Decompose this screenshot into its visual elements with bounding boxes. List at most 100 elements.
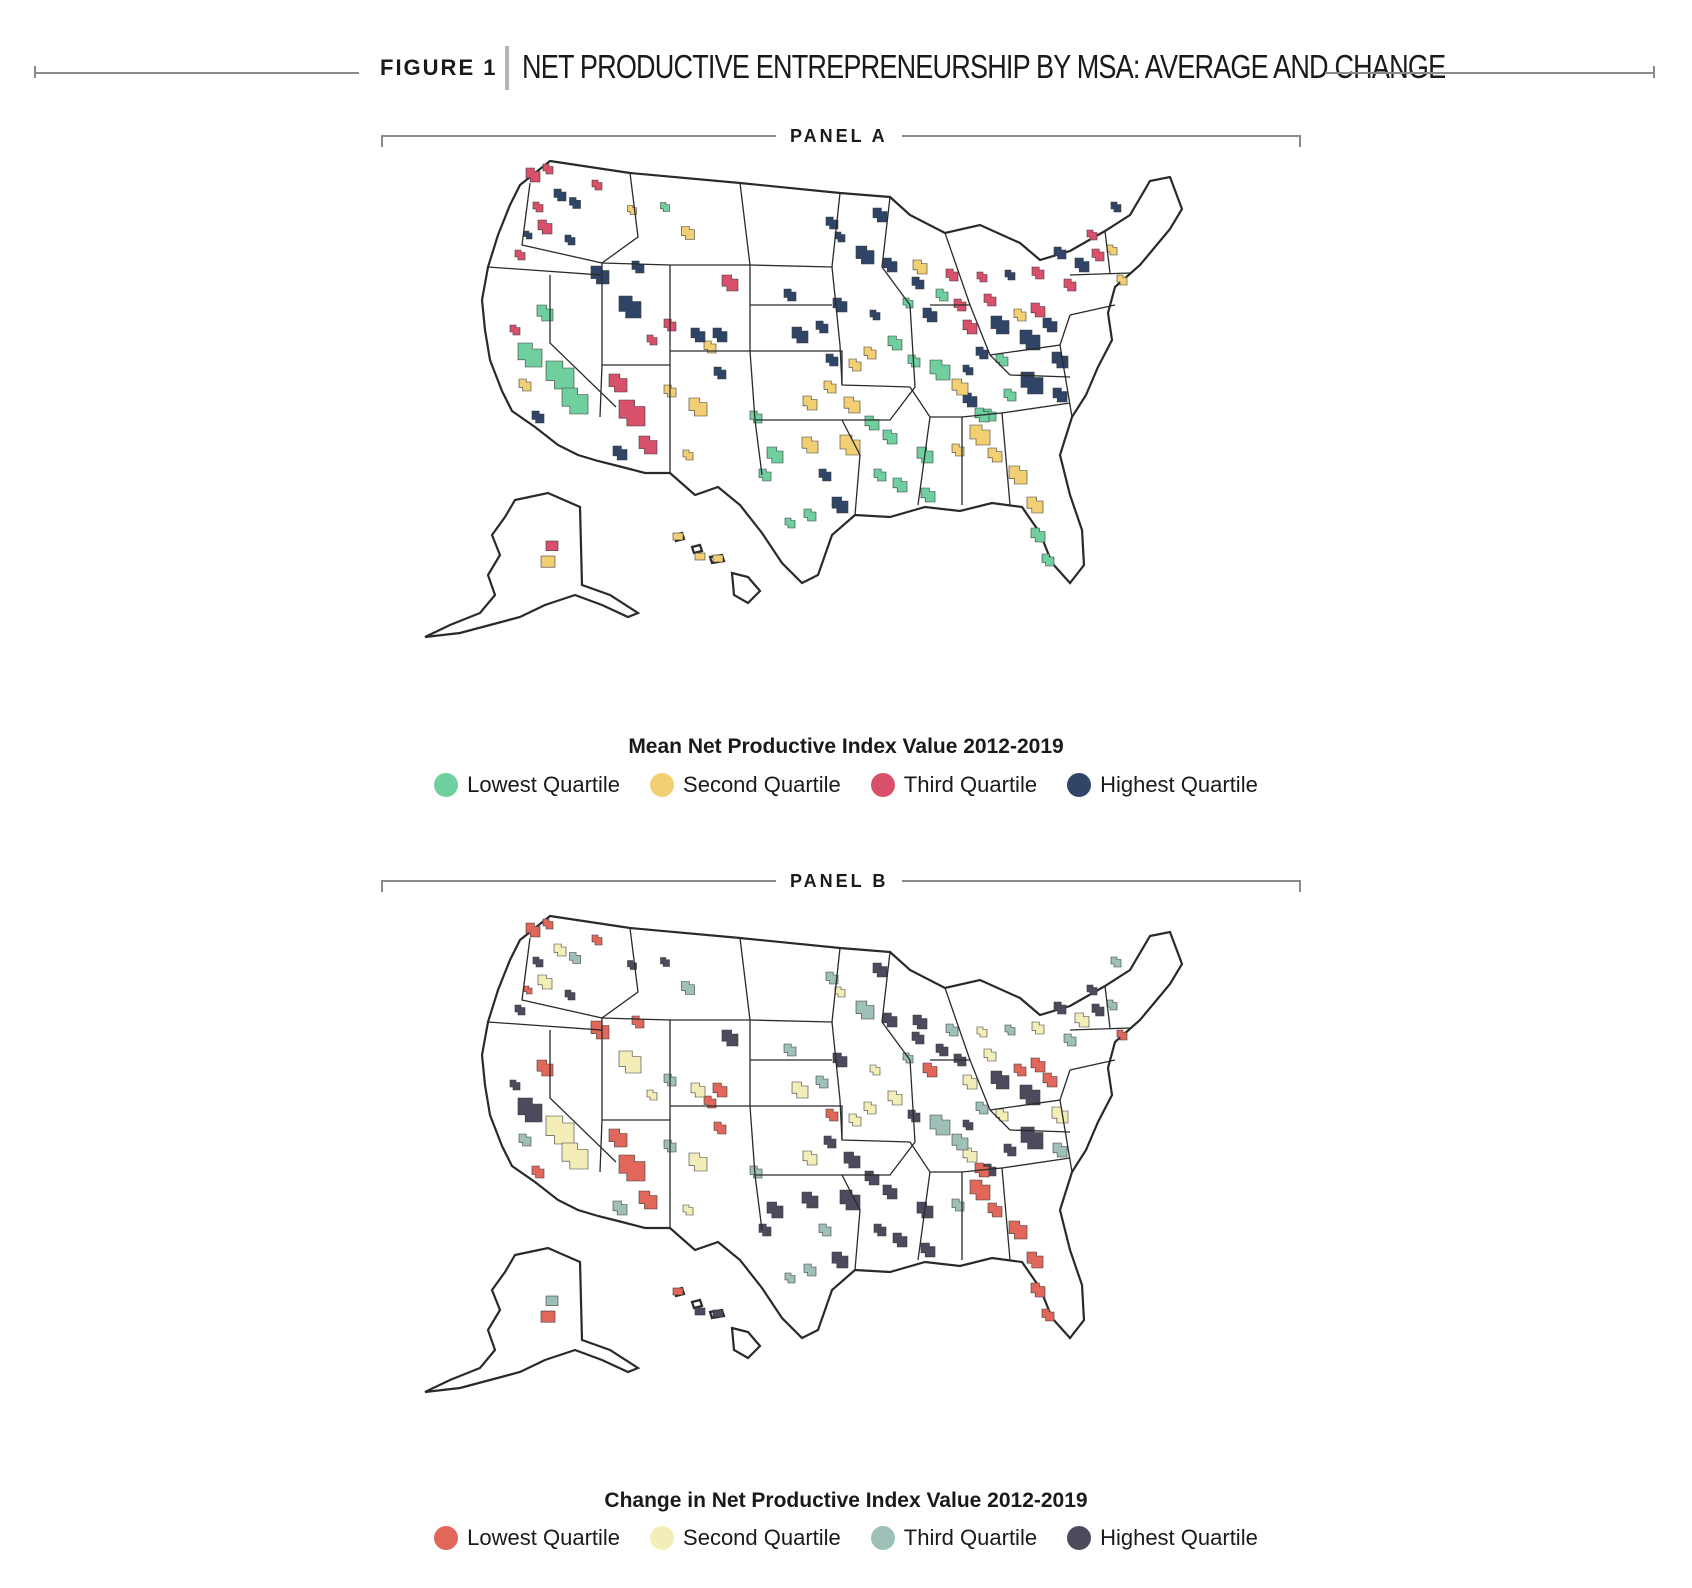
msa-region xyxy=(638,1190,658,1210)
legend-swatch xyxy=(650,1526,675,1550)
msa-region xyxy=(962,392,978,408)
msa-region xyxy=(802,395,818,411)
msa-region xyxy=(855,245,875,265)
msa-region xyxy=(682,1204,694,1216)
msa-region xyxy=(969,1179,991,1201)
msa-region xyxy=(1110,201,1122,213)
msa-region xyxy=(514,1004,526,1016)
state-border xyxy=(601,172,639,264)
msa-region xyxy=(1091,248,1105,262)
msa-region xyxy=(531,1165,545,1179)
msa-region xyxy=(823,1135,837,1149)
legend-label: Lowest Quartile xyxy=(467,772,621,797)
msa-region xyxy=(801,1191,819,1209)
msa-region xyxy=(712,327,728,343)
msa-region xyxy=(514,249,526,261)
msa-region xyxy=(922,307,938,323)
msa-region xyxy=(703,340,717,354)
msa-region xyxy=(783,288,797,302)
msa-region xyxy=(887,335,903,351)
legend-item-highest: Highest Quartile xyxy=(1067,1525,1258,1551)
msa-region xyxy=(638,435,658,455)
msa-region xyxy=(721,1029,739,1047)
msa-region xyxy=(569,952,581,964)
msa-region xyxy=(1026,1251,1044,1269)
state-border xyxy=(1069,304,1116,316)
state-border xyxy=(755,1174,861,1271)
msa-region xyxy=(1091,1003,1105,1017)
state-border xyxy=(1009,1129,1071,1133)
msa-region xyxy=(832,1052,848,1068)
msa-region xyxy=(869,1064,881,1076)
state-border xyxy=(670,264,751,352)
msa-region xyxy=(802,1150,818,1166)
msa-region xyxy=(892,477,908,493)
msa-region xyxy=(1116,1029,1128,1041)
legend-swatch xyxy=(650,773,675,797)
msa-region xyxy=(1053,246,1067,260)
msa-region xyxy=(912,259,928,275)
msa-region xyxy=(1026,496,1044,514)
msa-region xyxy=(672,1287,684,1296)
msa-region xyxy=(646,1089,658,1101)
legend-label: Second Quartile xyxy=(683,772,841,797)
msa-region xyxy=(532,956,544,968)
state-border xyxy=(739,937,751,1021)
msa-region xyxy=(815,1075,829,1089)
msa-region xyxy=(791,326,809,344)
msa-region xyxy=(1031,1021,1045,1035)
msa-region xyxy=(975,346,989,360)
msa-region xyxy=(682,449,694,461)
state-border xyxy=(842,304,916,421)
msa-region xyxy=(713,366,727,380)
legend-label: Second Quartile xyxy=(683,1525,841,1550)
msa-region xyxy=(618,399,646,427)
msa-region xyxy=(843,1151,861,1169)
msa-region xyxy=(882,429,898,445)
msa-region xyxy=(672,532,684,541)
msa-region xyxy=(618,1050,642,1074)
msa-region xyxy=(540,555,556,568)
state-border xyxy=(881,951,911,1061)
msa-region xyxy=(536,1059,554,1077)
msa-region xyxy=(848,358,862,372)
state-border xyxy=(1001,402,1071,414)
state-border xyxy=(1059,344,1073,418)
msa-region xyxy=(935,288,949,302)
msa-region xyxy=(803,508,817,522)
msa-region xyxy=(561,1142,589,1170)
msa-region xyxy=(694,552,706,561)
msa-region xyxy=(863,1101,877,1115)
msa-region xyxy=(855,1000,875,1020)
msa-region xyxy=(1116,274,1128,286)
msa-region xyxy=(983,1048,997,1062)
msa-region xyxy=(1019,1084,1041,1106)
state-border xyxy=(1069,1059,1116,1071)
msa-region xyxy=(882,1012,898,1028)
panel-b-bracket-right xyxy=(1299,880,1301,892)
msa-region xyxy=(1020,371,1044,395)
msa-region xyxy=(990,1070,1010,1090)
legend-item-third: Third Quartile xyxy=(870,772,1037,798)
msa-region xyxy=(929,359,951,381)
msa-region xyxy=(542,918,554,930)
msa-region xyxy=(892,1232,908,1248)
msa-region xyxy=(818,468,832,482)
state-border xyxy=(1069,1027,1131,1031)
state-border xyxy=(930,304,1011,376)
msa-region xyxy=(1003,388,1017,402)
panel-a-bracket-left xyxy=(381,135,383,147)
msa-region xyxy=(690,1082,706,1098)
figure-label-separator xyxy=(505,46,509,90)
msa-region xyxy=(525,922,541,938)
msa-region xyxy=(509,324,521,336)
state-border xyxy=(1059,1099,1073,1173)
msa-region xyxy=(783,1043,797,1057)
msa-region xyxy=(1063,278,1077,292)
msa-region xyxy=(987,1202,1003,1218)
hawaii-island xyxy=(730,571,762,605)
msa-region xyxy=(911,276,925,290)
msa-region xyxy=(951,1133,969,1151)
msa-region xyxy=(951,378,969,396)
msa-region xyxy=(591,179,603,191)
